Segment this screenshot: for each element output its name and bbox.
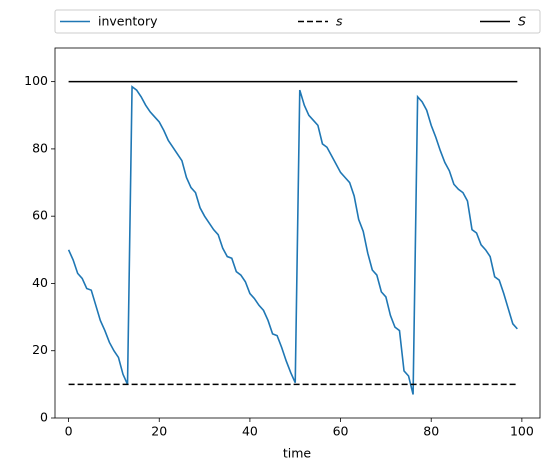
legend-box (54, 9, 541, 34)
x-tick-label: 100 (510, 424, 534, 439)
x-tick-label: 20 (151, 424, 167, 439)
y-tick-label: 80 (32, 140, 48, 155)
y-tick-label: 40 (32, 275, 48, 290)
x-tick-label: 60 (333, 424, 349, 439)
y-tick-label: 0 (40, 410, 48, 425)
plot-frame (54, 47, 541, 419)
line-series (67, 85, 518, 395)
y-tick-label: 60 (32, 208, 48, 223)
x-tick-label: 40 (242, 424, 258, 439)
legend-label: inventory (98, 14, 158, 29)
x-tick-label: 0 (65, 424, 73, 439)
x-tick-label: 80 (423, 424, 439, 439)
x-axis-label: time (283, 446, 312, 461)
legend-label: S (518, 14, 526, 29)
y-tick-label: 20 (32, 342, 48, 357)
legend-label: s (336, 14, 343, 29)
y-tick-label: 100 (24, 73, 48, 88)
